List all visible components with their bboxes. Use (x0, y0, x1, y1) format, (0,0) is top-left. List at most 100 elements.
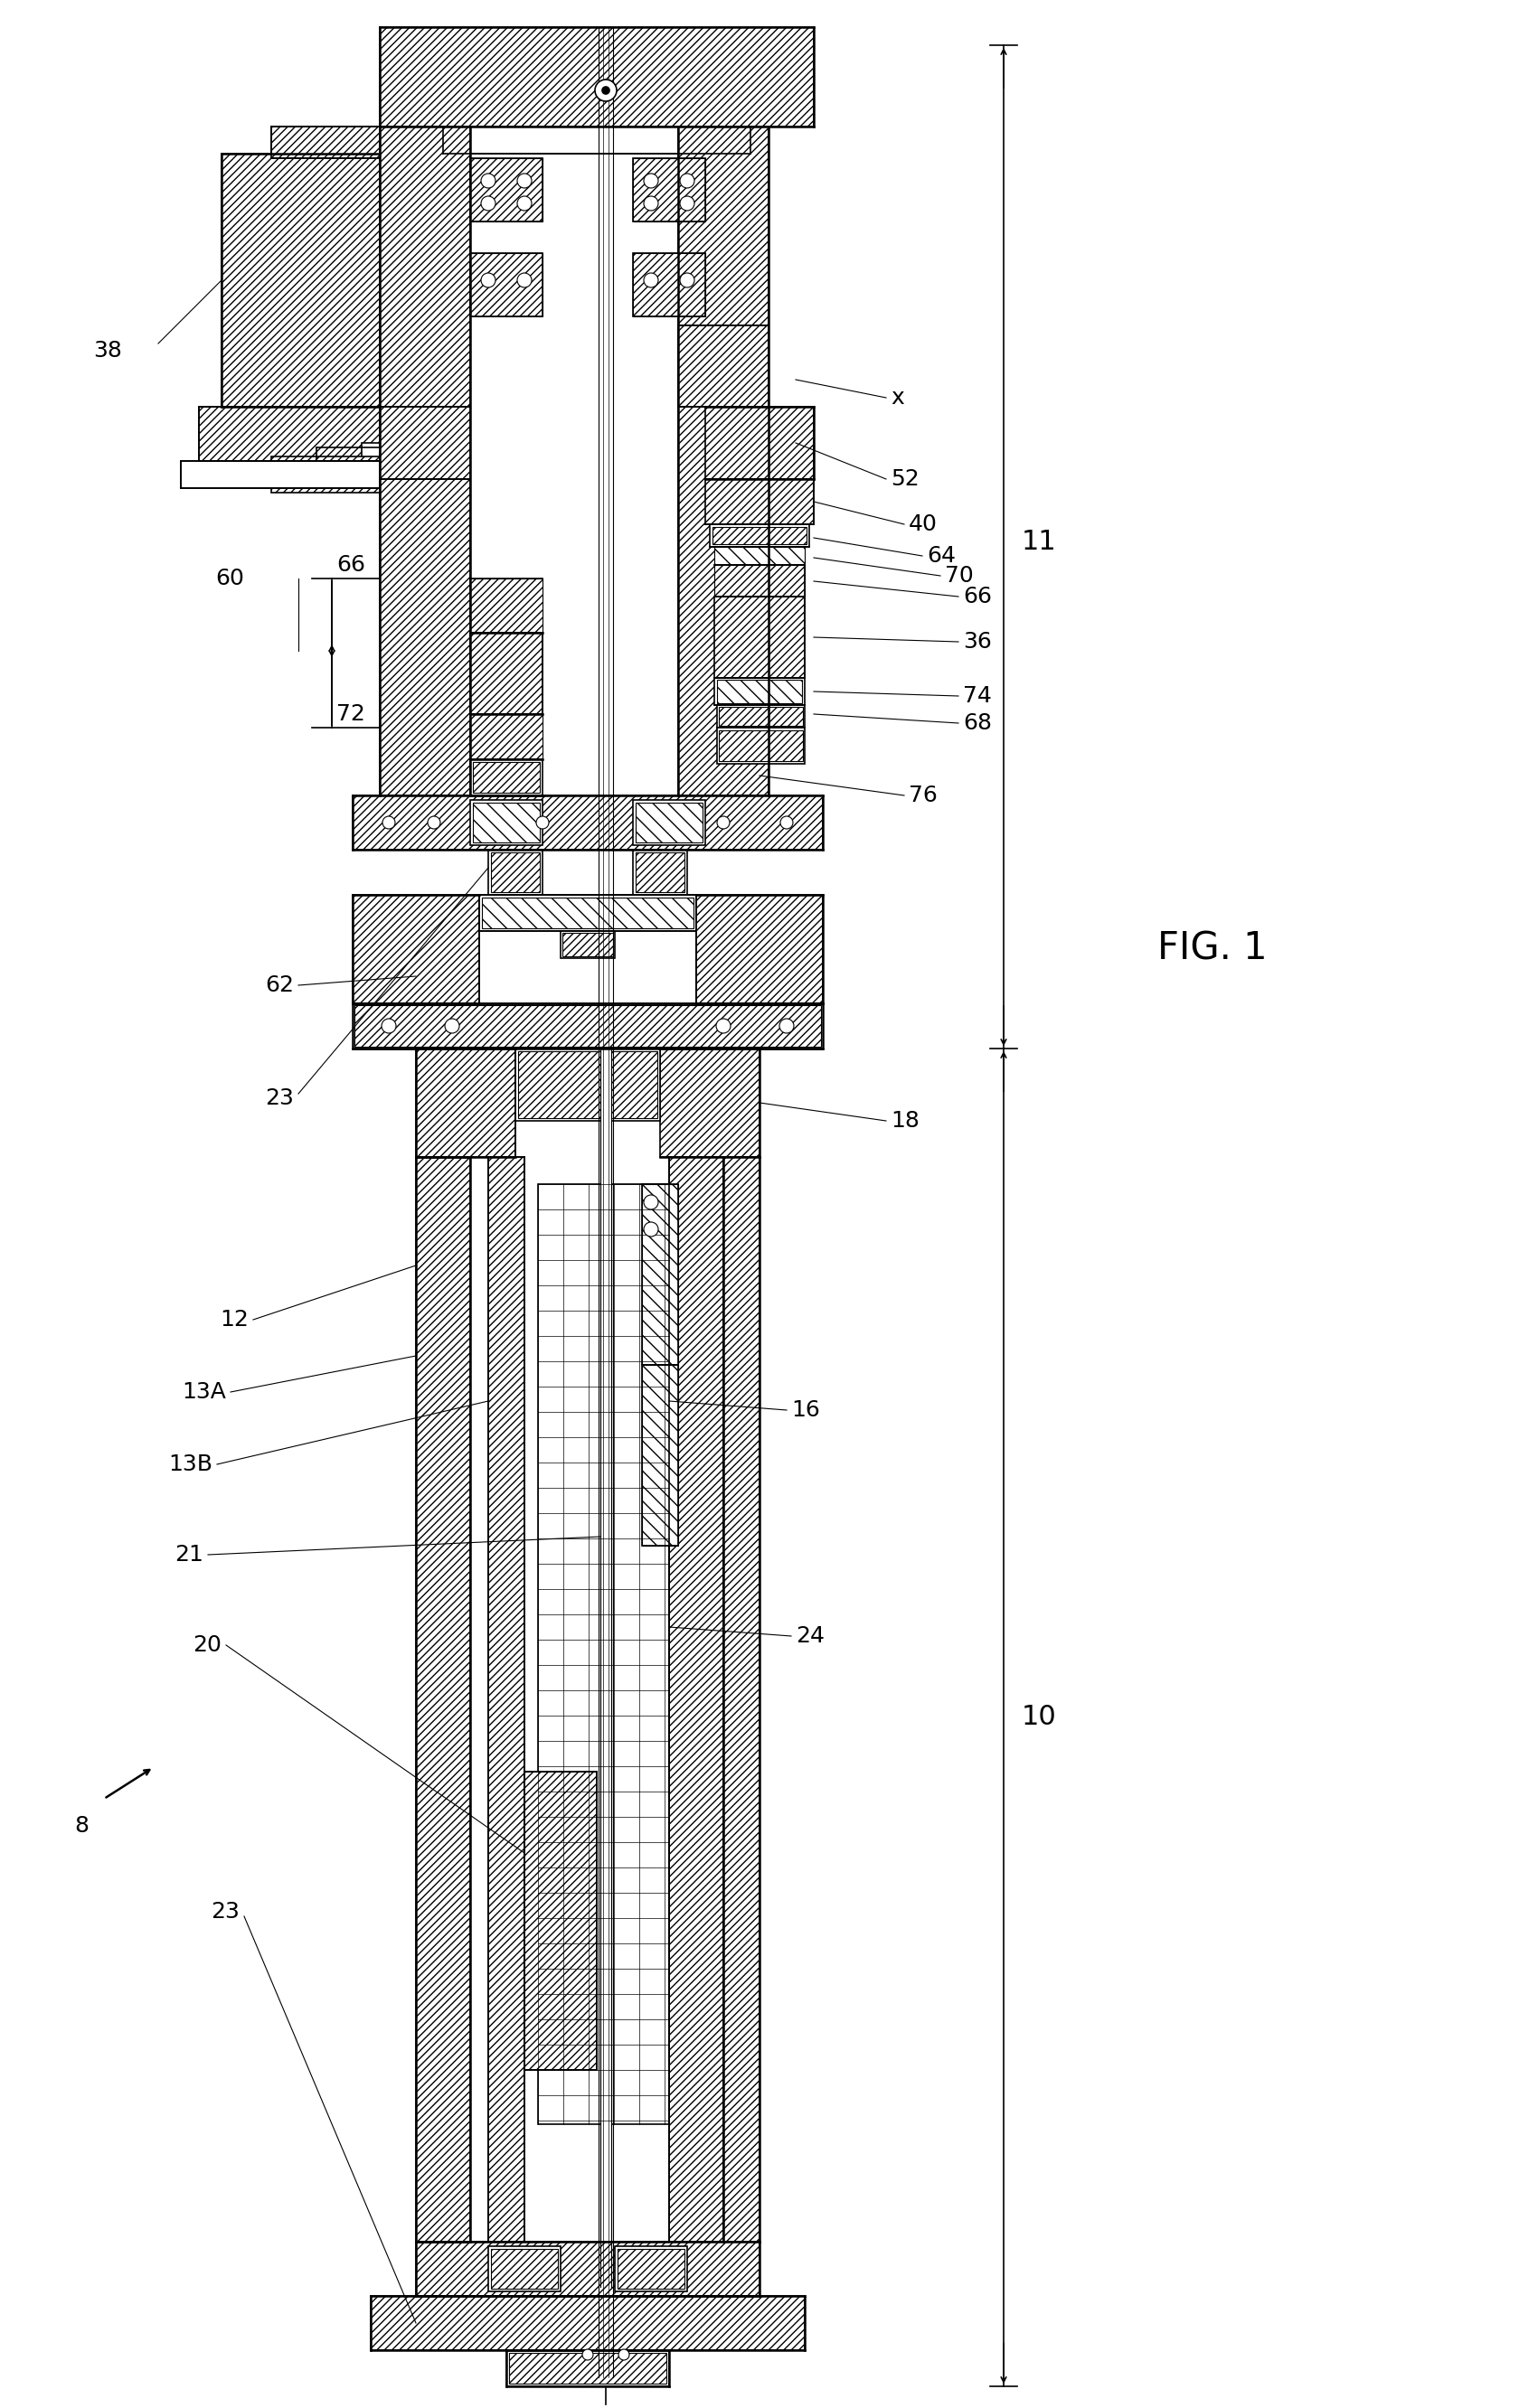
Circle shape (481, 195, 495, 209)
Bar (718, 708, 803, 725)
Bar (678, 325, 769, 407)
Bar (471, 159, 543, 222)
Bar (709, 525, 809, 547)
Circle shape (618, 2350, 629, 2360)
Bar (634, 253, 706, 315)
Bar (472, 802, 540, 843)
Text: 52: 52 (891, 467, 920, 489)
Circle shape (780, 816, 794, 828)
Text: 64: 64 (927, 544, 955, 566)
Circle shape (383, 816, 395, 828)
Bar (717, 727, 804, 763)
Bar (361, 443, 380, 460)
Text: 10: 10 (1021, 1705, 1057, 1731)
Text: 62: 62 (265, 975, 294, 997)
Text: 8: 8 (74, 1816, 89, 1837)
Circle shape (537, 816, 549, 828)
Bar (471, 253, 543, 315)
Text: 70: 70 (944, 566, 974, 588)
Bar (271, 128, 380, 159)
Bar (723, 1156, 760, 2242)
Circle shape (780, 1019, 794, 1033)
Bar (641, 1365, 678, 1546)
Bar (352, 896, 480, 1004)
Bar (380, 26, 814, 128)
Circle shape (680, 195, 694, 209)
Bar (471, 253, 543, 315)
Bar (271, 458, 380, 494)
Bar (181, 460, 380, 489)
Text: 23: 23 (211, 1900, 240, 1922)
Bar (491, 2249, 558, 2288)
Bar (371, 2295, 804, 2350)
Bar (518, 1052, 657, 1117)
Bar (488, 850, 543, 896)
Bar (634, 253, 706, 315)
Bar (481, 898, 694, 929)
Circle shape (583, 2350, 594, 2360)
Bar (714, 566, 804, 597)
Text: 36: 36 (963, 631, 992, 653)
Circle shape (680, 272, 694, 287)
Text: FIG. 1: FIG. 1 (1157, 929, 1267, 968)
Text: 60: 60 (215, 568, 245, 590)
Bar (641, 1185, 678, 1365)
Circle shape (644, 195, 658, 209)
Text: 74: 74 (963, 686, 992, 708)
Text: 21: 21 (175, 1544, 203, 1565)
Text: 72: 72 (337, 703, 365, 725)
Bar (480, 896, 697, 932)
Bar (506, 2350, 669, 2386)
Circle shape (644, 173, 658, 188)
Bar (352, 1004, 823, 1047)
Bar (471, 159, 543, 222)
Bar (635, 802, 703, 843)
Text: 38: 38 (94, 340, 122, 361)
Text: 24: 24 (795, 1625, 824, 1647)
Bar (509, 2353, 666, 2384)
Bar (634, 159, 706, 222)
Bar (352, 795, 823, 850)
Bar (712, 527, 806, 544)
Circle shape (517, 195, 532, 209)
Bar (354, 1004, 821, 1047)
Bar (443, 128, 751, 154)
Bar (641, 1185, 678, 1365)
Bar (714, 547, 804, 566)
Bar (524, 1772, 597, 2071)
Text: x: x (891, 388, 904, 409)
Bar (717, 706, 804, 727)
Circle shape (481, 272, 495, 287)
Bar (718, 730, 803, 761)
Text: 23: 23 (265, 1088, 294, 1110)
Bar (560, 932, 615, 958)
Bar (717, 679, 801, 703)
Circle shape (444, 1019, 460, 1033)
Text: 40: 40 (909, 513, 938, 535)
Text: 11: 11 (1021, 530, 1057, 556)
Bar (563, 932, 614, 956)
Circle shape (381, 1019, 395, 1033)
Text: 20: 20 (192, 1635, 221, 1657)
Text: 66: 66 (337, 554, 366, 576)
Bar (678, 128, 769, 795)
Bar (538, 1185, 669, 2124)
Bar (634, 799, 706, 845)
Circle shape (680, 173, 694, 188)
Text: 16: 16 (791, 1399, 820, 1421)
Bar (198, 407, 380, 460)
Bar (380, 128, 471, 795)
Circle shape (644, 1223, 658, 1238)
Bar (515, 1047, 660, 1120)
Bar (471, 759, 543, 795)
Bar (471, 578, 543, 633)
Text: 68: 68 (963, 713, 992, 734)
Bar (697, 896, 823, 1004)
Bar (615, 2247, 687, 2292)
Bar (641, 1365, 678, 1546)
Bar (714, 679, 804, 706)
Bar (415, 1047, 515, 1156)
Circle shape (481, 173, 495, 188)
Bar (471, 633, 543, 715)
Bar (618, 2249, 684, 2288)
